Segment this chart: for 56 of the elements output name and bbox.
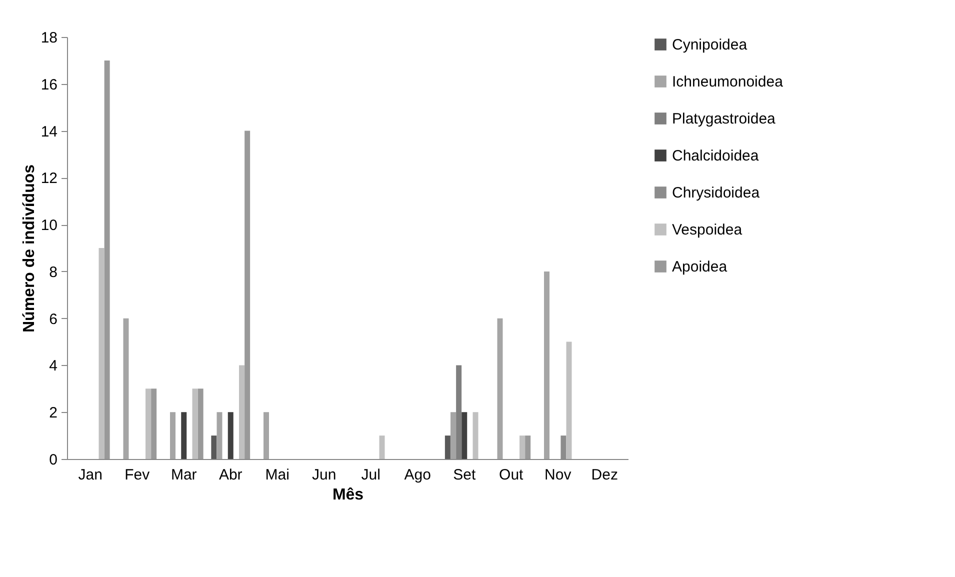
bar xyxy=(198,388,204,459)
bar xyxy=(444,436,450,459)
legend-label: Cynipoidea xyxy=(672,36,748,54)
legend-label: Chrysidoidea xyxy=(672,184,760,202)
bar xyxy=(566,342,572,459)
x-tick-label: Fev xyxy=(124,466,150,484)
y-tick-label: 4 xyxy=(49,358,58,375)
bar xyxy=(263,412,269,459)
x-tick-label: Nov xyxy=(544,466,572,484)
y-tick-label: 8 xyxy=(49,264,58,281)
bar xyxy=(228,412,234,459)
bar xyxy=(462,412,468,459)
bar xyxy=(170,412,176,459)
y-tick-label: 12 xyxy=(40,170,58,188)
bar xyxy=(146,388,152,459)
bar xyxy=(450,412,456,459)
bar xyxy=(192,388,198,459)
x-tick-label: Abr xyxy=(218,466,242,484)
y-tick-label: 16 xyxy=(40,76,58,94)
x-tick-label: Ago xyxy=(404,466,431,484)
bar xyxy=(151,388,157,459)
legend-label: Platygastroidea xyxy=(672,110,776,128)
bar xyxy=(544,271,550,459)
legend-label: Apoidea xyxy=(672,258,728,276)
bar xyxy=(525,436,531,459)
x-tick-label: Mar xyxy=(170,466,197,484)
bar xyxy=(244,130,250,459)
bar xyxy=(104,60,110,459)
bar xyxy=(123,318,129,459)
y-tick-label: 6 xyxy=(49,310,58,328)
x-tick-label: Set xyxy=(453,466,476,484)
bar xyxy=(98,248,104,459)
y-tick-label: 10 xyxy=(40,217,58,234)
y-tick-label: 0 xyxy=(49,452,58,468)
bar xyxy=(181,412,187,459)
bar xyxy=(497,318,503,459)
x-axis-title: Mês xyxy=(332,486,364,504)
bar xyxy=(472,412,478,459)
legend-label: Chalcidoidea xyxy=(672,148,760,164)
x-tick-label: Mai xyxy=(265,466,290,484)
bar xyxy=(520,436,526,459)
y-tick-label: 2 xyxy=(49,404,58,422)
y-tick-label: 14 xyxy=(40,123,58,140)
legend-label: Ichneumonoidea xyxy=(672,74,784,90)
x-tick-label: Out xyxy=(499,466,524,484)
y-tick-label: 18 xyxy=(40,30,58,46)
bar xyxy=(211,436,217,459)
legend-label: Vespoidea xyxy=(672,222,743,238)
bar xyxy=(379,436,385,459)
y-axis-title: Número de indivíduos xyxy=(20,164,38,333)
x-tick-label: Jun xyxy=(312,466,336,484)
x-tick-label: Dez xyxy=(591,466,618,484)
bar xyxy=(239,365,245,459)
bar xyxy=(216,412,222,459)
x-tick-label: Jan xyxy=(78,466,102,484)
x-tick-label: Jul xyxy=(361,466,380,484)
